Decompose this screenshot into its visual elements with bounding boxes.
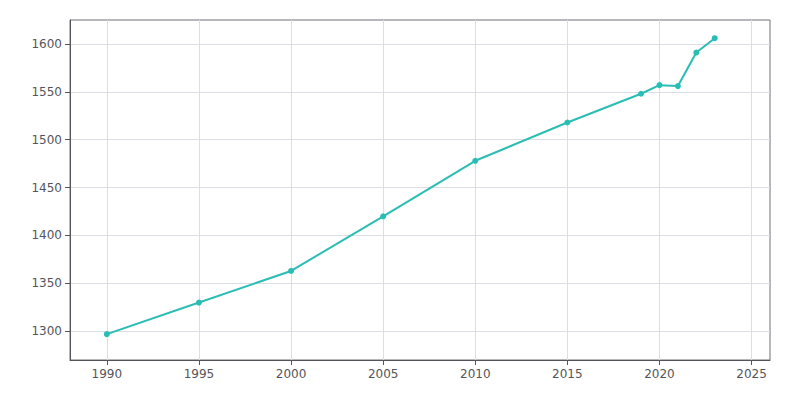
- svg-text:1990: 1990: [92, 367, 123, 381]
- svg-text:1300: 1300: [31, 324, 62, 338]
- svg-text:1450: 1450: [31, 181, 62, 195]
- svg-text:2025: 2025: [736, 367, 767, 381]
- svg-text:1350: 1350: [31, 276, 62, 290]
- svg-text:1400: 1400: [31, 228, 62, 242]
- svg-text:2020: 2020: [644, 367, 675, 381]
- svg-text:2000: 2000: [276, 367, 307, 381]
- svg-text:2010: 2010: [460, 367, 491, 381]
- svg-text:1600: 1600: [31, 37, 62, 51]
- svg-text:1550: 1550: [31, 85, 62, 99]
- svg-text:1995: 1995: [184, 367, 215, 381]
- svg-text:2015: 2015: [552, 367, 583, 381]
- svg-text:1500: 1500: [31, 133, 62, 147]
- svg-text:2005: 2005: [368, 367, 399, 381]
